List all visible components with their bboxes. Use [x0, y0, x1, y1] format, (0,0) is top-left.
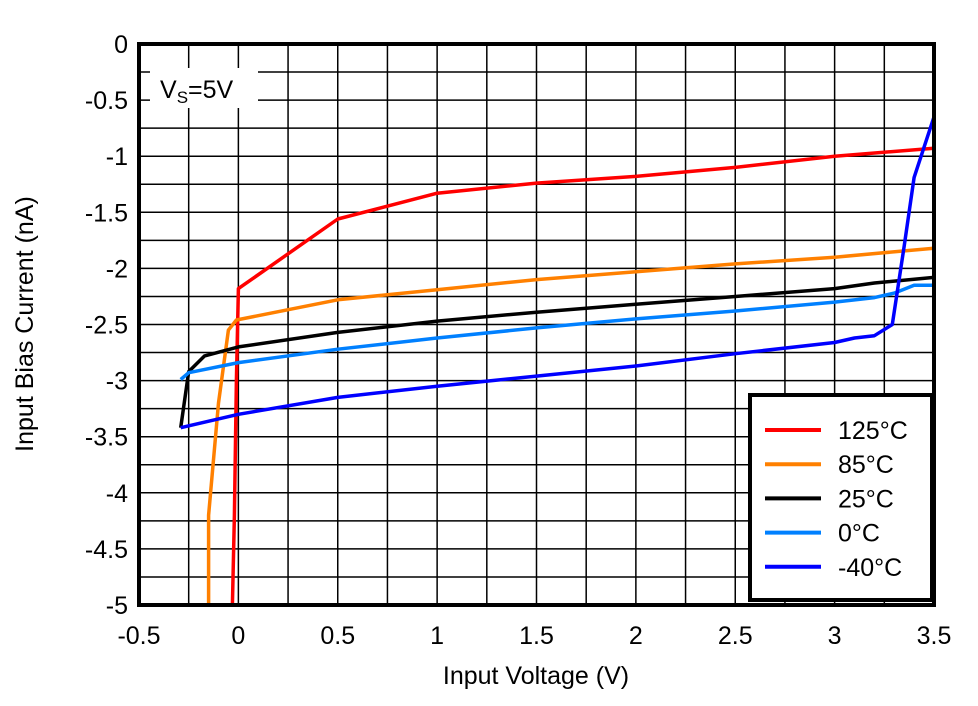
legend-label: 125°C	[838, 417, 908, 445]
series-line-1	[206, 246, 935, 605]
x-tick-label: 3	[828, 622, 842, 650]
x-tick-label: 1.5	[519, 622, 554, 650]
y-tick-label: -4	[106, 480, 128, 508]
y-tick-label: -3.5	[85, 424, 128, 452]
y-tick-label: 0	[114, 31, 128, 59]
x-tick-label: 1	[430, 622, 444, 650]
annotation-main: V	[160, 76, 177, 104]
series-line-3	[179, 283, 934, 381]
x-tick-label: 2.5	[718, 622, 753, 650]
legend: 125°C 85°C 25°C 0°C -40°C	[748, 393, 934, 602]
x-tick-label: -0.5	[117, 622, 160, 650]
legend-label: 0°C	[838, 520, 880, 548]
y-tick-label: -5	[106, 592, 128, 620]
annotation-rest: =5V	[188, 76, 234, 104]
series-group	[178, 116, 936, 606]
svg-text:VS=5V: VS=5V	[160, 76, 234, 107]
y-tick-label: -2.5	[85, 312, 128, 340]
tick-labels: -0.5 0 0.5 1 1.5 2 2.5 3 3.5 0 -0.5 -1 -1.5 -2 -2.5 -3 -…	[85, 31, 951, 650]
annotation-vs: VS=5V	[150, 68, 258, 108]
x-tick-label: 0	[231, 622, 245, 650]
series-line-2	[178, 275, 935, 428]
series-line-0	[230, 146, 935, 606]
y-axis-label: Input Bias Current (nA)	[11, 196, 39, 452]
legend-label: 25°C	[838, 485, 894, 513]
x-tick-label: 2	[629, 622, 643, 650]
y-tick-label: -1	[106, 143, 128, 171]
y-tick-label: -2	[106, 255, 128, 283]
x-axis-label: Input Voltage (V)	[443, 662, 629, 690]
y-tick-label: -4.5	[85, 536, 128, 564]
series-line-4	[180, 116, 936, 430]
y-tick-label: -1.5	[85, 199, 128, 227]
legend-label: 85°C	[838, 451, 894, 479]
plot-frame	[137, 42, 936, 607]
x-tick-label: 0.5	[320, 622, 355, 650]
y-tick-label: -3	[106, 368, 128, 396]
legend-label: -40°C	[838, 554, 902, 582]
annotation-sub: S	[177, 88, 188, 107]
y-tick-label: -0.5	[85, 87, 128, 115]
x-tick-label: 3.5	[917, 622, 952, 650]
